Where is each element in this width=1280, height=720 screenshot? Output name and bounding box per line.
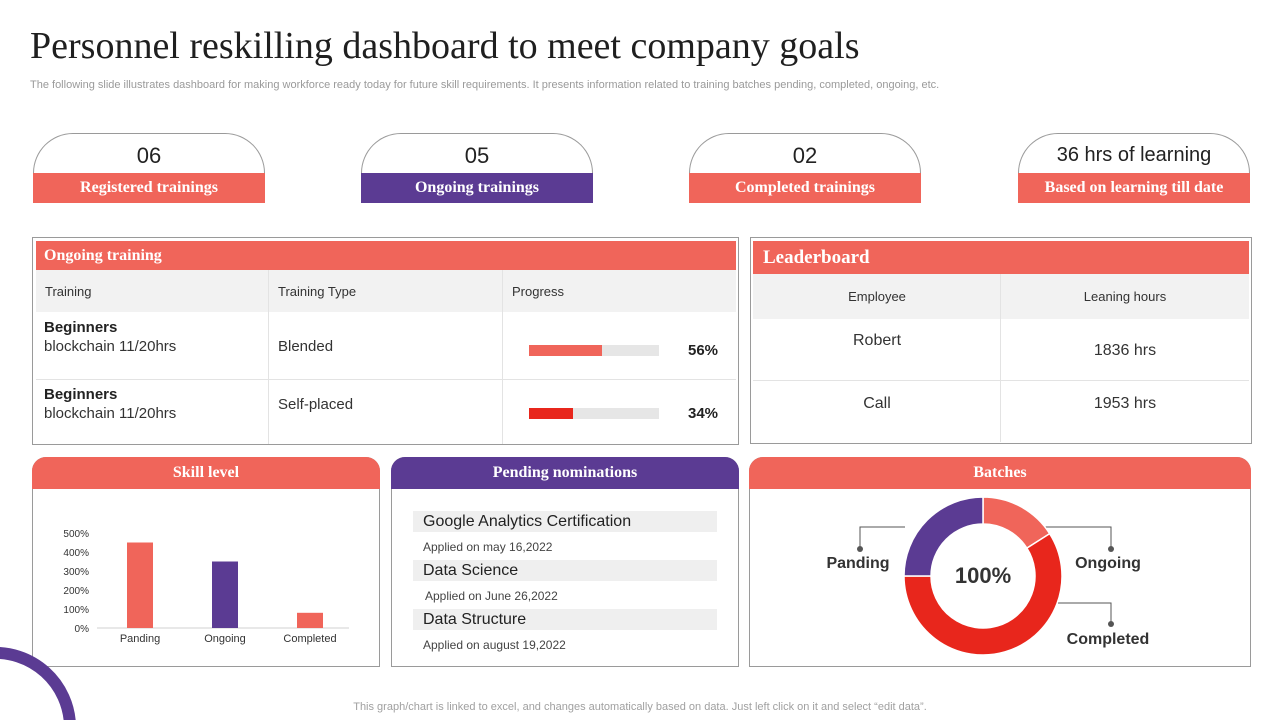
kpi-ongoing-trainings: 05 Ongoing trainings — [361, 133, 593, 203]
nomination-date: Applied on august 19,2022 — [423, 638, 566, 652]
leader-line-panding — [859, 526, 905, 549]
y-tick-label: 300% — [63, 567, 89, 578]
row-divider — [753, 380, 1249, 381]
page-subtitle: The following slide illustrates dashboar… — [30, 79, 940, 91]
leaderboard-title: Leaderboard — [753, 241, 1249, 274]
training-type: Self-placed — [278, 396, 354, 413]
donut-chart — [903, 496, 1063, 656]
kpi-value: 06 — [33, 133, 265, 173]
column-header-progress: Progress — [512, 283, 565, 299]
skill-level-card: Skill level 0% 100% 200% 300% 400% 500% Pandin… — [32, 457, 380, 667]
column-divider — [268, 270, 269, 444]
employee-name: Call — [863, 395, 891, 412]
training-detail: blockchain 11/20hrs — [44, 338, 177, 355]
donut-slice-panding — [903, 496, 984, 577]
kpi-label: Based on learning till date — [1018, 173, 1250, 203]
bar-panding — [127, 542, 153, 628]
batch-label-completed: Completed — [1067, 631, 1150, 648]
ongoing-training-title: Ongoing training — [36, 241, 736, 270]
training-detail: blockchain 11/20hrs — [44, 405, 177, 422]
batch-label-panding: Panding — [826, 555, 889, 572]
x-tick-label: Panding — [120, 633, 160, 645]
donut-slice-completed — [903, 532, 1063, 656]
y-tick-label: 0% — [75, 624, 90, 635]
employee-name: Robert — [852, 332, 902, 349]
skill-level-chart: 0% 100% 200% 300% 400% 500% Panding Ongoing Comp… — [63, 529, 349, 645]
ongoing-training-header-row: Training Training Type Progress — [36, 270, 736, 312]
skill-level-title: Skill level — [32, 457, 380, 489]
kpi-label: Ongoing trainings — [361, 173, 593, 203]
column-header-learning-hours: Leaning hours — [1083, 289, 1167, 304]
bar-completed — [297, 612, 323, 628]
batches-card: Batches 100% Panding Ongoing Completed — [749, 457, 1251, 667]
kpi-value: 05 — [361, 133, 593, 173]
footer-note: This graph/chart is linked to excel, and… — [353, 701, 927, 713]
page-title: Personnel reskilling dashboard to meet c… — [30, 25, 860, 67]
ongoing-training-panel: Ongoing training Training Training Type … — [32, 237, 739, 445]
pending-nominations-card: Pending nominations Google Analytics Cer… — [391, 457, 739, 667]
leader-dot-completed — [1108, 621, 1114, 627]
y-tick-label: 100% — [63, 605, 89, 616]
bar-ongoing — [212, 561, 238, 628]
training-name: Beginners — [44, 319, 118, 336]
leaderboard-panel: Leaderboard Employee Leaning hours Rober… — [750, 237, 1252, 444]
nomination-course: Data Structure — [413, 609, 717, 630]
progress-bar-fill — [529, 345, 602, 356]
nomination-date: Applied on June 26,2022 — [425, 589, 558, 603]
progress-percent: 56% — [688, 342, 719, 359]
decorative-arc — [0, 647, 76, 720]
kpi-registered-trainings: 06 Registered trainings — [33, 133, 265, 203]
column-header-training: Training — [45, 283, 92, 299]
column-divider — [502, 270, 503, 444]
learning-hours: 1836 hrs — [1093, 342, 1157, 359]
y-tick-label: 200% — [63, 586, 89, 597]
kpi-value: 36 hrs of learning — [1018, 133, 1250, 173]
progress-percent: 34% — [688, 405, 719, 422]
progress-bar — [529, 408, 659, 419]
column-divider — [1000, 274, 1001, 442]
x-tick-label: Ongoing — [204, 633, 246, 645]
leader-line-ongoing — [1035, 526, 1112, 549]
pending-nominations-title: Pending nominations — [391, 457, 739, 489]
batches-chart: 100% Panding Ongoing Completed — [826, 496, 1150, 656]
kpi-label: Completed trainings — [689, 173, 921, 203]
batch-label-ongoing: Ongoing — [1075, 555, 1141, 572]
leader-line-completed — [1058, 602, 1112, 624]
kpi-completed-trainings: 02 Completed trainings — [689, 133, 921, 203]
leader-dot-ongoing — [1108, 546, 1114, 552]
leader-dot-panding — [857, 546, 863, 552]
nomination-course: Data Science — [413, 560, 717, 581]
nomination-course: Google Analytics Certification — [413, 511, 717, 532]
kpi-label: Registered trainings — [33, 173, 265, 203]
y-tick-label: 400% — [63, 548, 89, 559]
training-type: Blended — [278, 338, 334, 355]
leaderboard-header-row: Employee Leaning hours — [753, 274, 1249, 319]
progress-bar-fill — [529, 408, 574, 419]
batches-title: Batches — [749, 457, 1251, 489]
kpi-value: 02 — [689, 133, 921, 173]
x-tick-label: Completed — [283, 633, 336, 645]
y-tick-label: 500% — [63, 529, 89, 540]
training-name: Beginners — [44, 386, 118, 403]
learning-hours: 1953 hrs — [1093, 395, 1157, 412]
nomination-date: Applied on may 16,2022 — [423, 540, 553, 554]
donut-center-label: 100% — [955, 563, 1011, 588]
column-header-training-type: Training Type — [278, 283, 357, 299]
progress-bar — [529, 345, 659, 356]
column-header-employee: Employee — [848, 289, 906, 304]
kpi-hours-of-learning: 36 hrs of learning Based on learning til… — [1018, 133, 1250, 203]
row-divider — [36, 379, 736, 380]
